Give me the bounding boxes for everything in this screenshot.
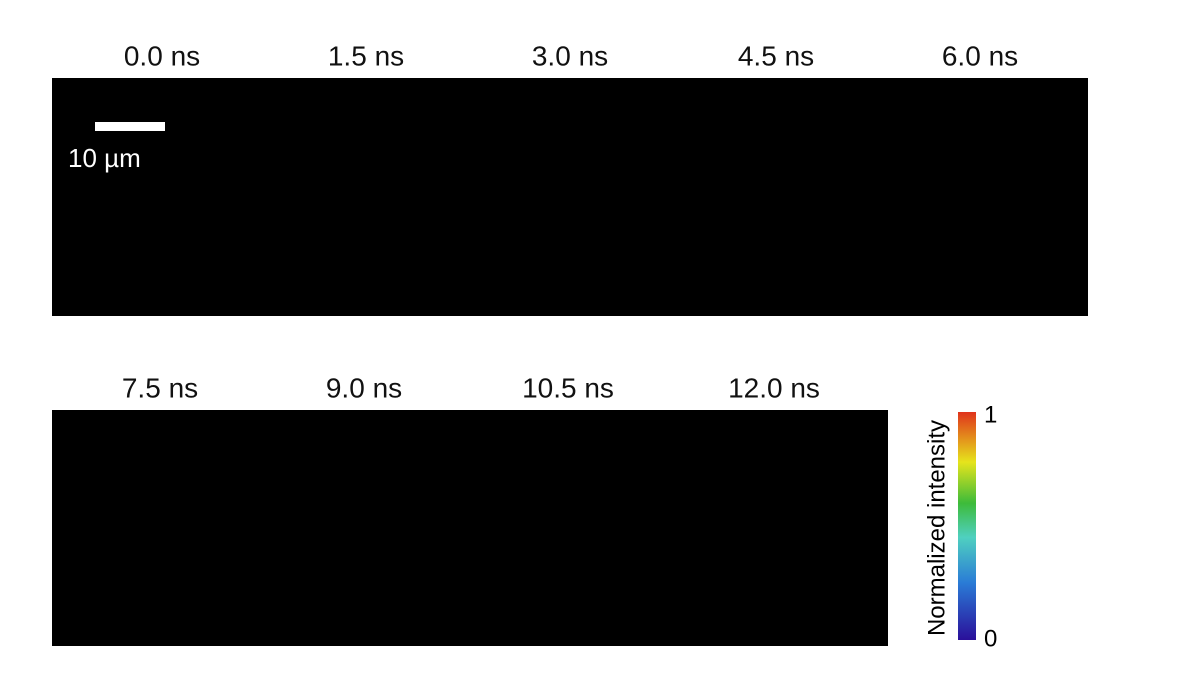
frame-label: 4.5 ns	[738, 40, 814, 71]
frame-label: 3.0 ns	[532, 40, 608, 71]
scale-bar-label: 10 µm	[68, 143, 141, 173]
scale-bar	[95, 122, 165, 131]
film-strip	[52, 78, 1088, 316]
colorbar-max: 1	[984, 401, 997, 428]
frame-label: 12.0 ns	[728, 372, 820, 403]
frame-label: 7.5 ns	[122, 372, 198, 403]
frame-label: 10.5 ns	[522, 372, 614, 403]
colorbar-min: 0	[984, 625, 997, 652]
colorbar-label: Normalized intensity	[923, 420, 950, 636]
colorbar	[958, 412, 976, 640]
film-strip	[52, 410, 888, 646]
frame-label: 6.0 ns	[942, 40, 1018, 71]
frame-label: 0.0 ns	[124, 40, 200, 71]
frame-label: 1.5 ns	[328, 40, 404, 71]
frame-label: 9.0 ns	[326, 372, 402, 403]
